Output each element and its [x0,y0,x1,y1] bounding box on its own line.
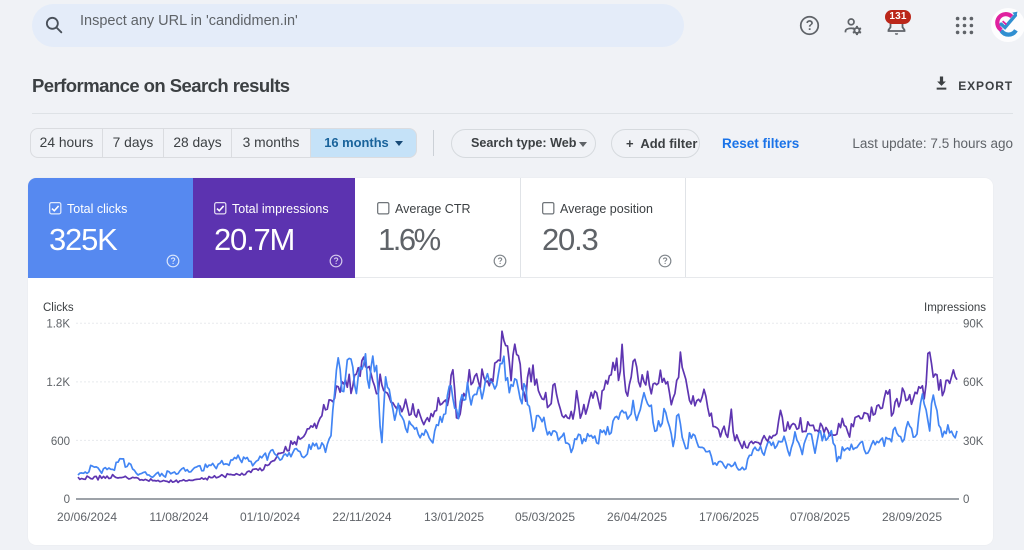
svg-text:26/04/2025: 26/04/2025 [607,510,667,524]
svg-text:60K: 60K [963,377,984,389]
svg-text:0: 0 [963,494,969,506]
svg-text:05/03/2025: 05/03/2025 [515,510,575,524]
svg-text:07/08/2025: 07/08/2025 [790,510,850,524]
svg-text:11/08/2024: 11/08/2024 [149,510,208,524]
svg-text:90K: 90K [963,319,984,331]
svg-text:Impressions: Impressions [924,302,986,314]
svg-text:30K: 30K [963,436,984,448]
svg-text:1.2K: 1.2K [46,377,70,389]
svg-text:600: 600 [51,436,70,448]
svg-text:1.8K: 1.8K [46,319,70,331]
svg-text:28/09/2025: 28/09/2025 [882,510,942,524]
svg-text:Clicks: Clicks [43,302,74,314]
svg-text:22/11/2024: 22/11/2024 [332,510,391,524]
svg-text:0: 0 [64,494,70,506]
svg-text:17/06/2025: 17/06/2025 [699,510,759,524]
svg-text:20/06/2024: 20/06/2024 [57,510,117,524]
svg-text:13/01/2025: 13/01/2025 [424,510,484,524]
svg-text:01/10/2024: 01/10/2024 [240,510,300,524]
